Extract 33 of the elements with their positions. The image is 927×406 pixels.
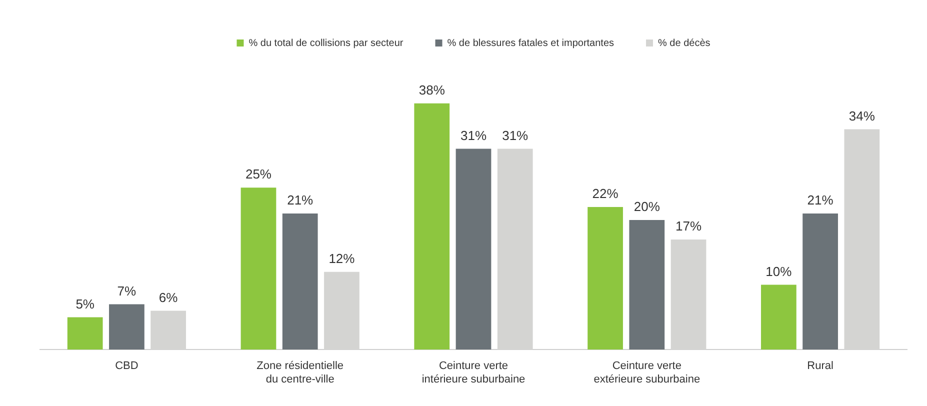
bar	[67, 317, 103, 350]
data-label: 7%	[117, 283, 137, 298]
bar	[760, 284, 796, 350]
bar	[109, 304, 144, 350]
data-label: 31%	[502, 128, 529, 143]
data-label: 5%	[76, 296, 95, 312]
data-label: 38%	[418, 82, 446, 98]
bar	[240, 188, 276, 350]
bar	[629, 220, 665, 350]
data-label: 6%	[158, 290, 178, 305]
data-label: 12%	[328, 250, 356, 266]
bar	[802, 214, 838, 350]
data-label: 10%	[766, 264, 792, 279]
data-label: 31%	[460, 128, 487, 143]
bar	[588, 207, 623, 350]
bar	[282, 214, 318, 350]
data-label: 22%	[592, 186, 619, 202]
bar	[456, 148, 492, 350]
data-label: 20%	[634, 199, 660, 214]
x-tick-label: Rural	[807, 360, 834, 372]
data-label: 17%	[676, 218, 702, 234]
data-label: 21%	[287, 192, 314, 208]
x-tick-label: Ceinture verte intérieure suburbaine	[422, 360, 526, 386]
bar	[414, 103, 450, 350]
legend-label: % de blessures fatales et importantes	[447, 38, 614, 49]
data-label: 25%	[245, 166, 272, 182]
legend-label: % de décès	[658, 38, 710, 49]
data-label: 21%	[807, 192, 834, 208]
x-tick-label: Zone résidentielle du centre-ville	[256, 360, 344, 386]
legend-label: % du total de collisions par secteur	[248, 38, 404, 49]
x-tick-label: Ceinture verte extérieure suburbaine	[594, 360, 700, 386]
data-label: 34%	[848, 108, 876, 124]
x-tick-label: CBD	[115, 360, 138, 372]
